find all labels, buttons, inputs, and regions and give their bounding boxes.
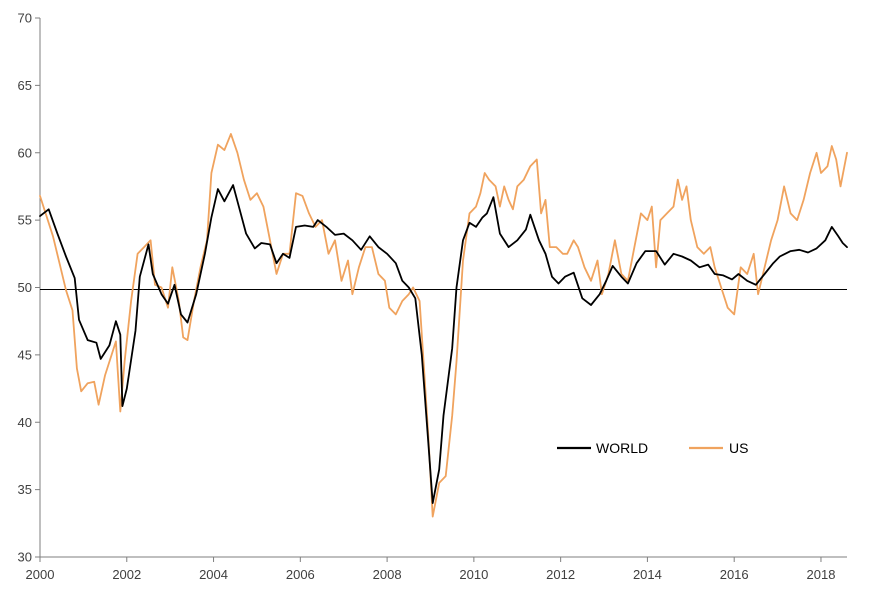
y-tick-label: 50 (18, 280, 32, 295)
x-tick-label: 2018 (807, 567, 836, 582)
series-line-world (39, 184, 848, 504)
legend: WORLD US (557, 440, 748, 456)
x-tick-label: 2004 (199, 567, 228, 582)
y-tick-label: 40 (18, 415, 32, 430)
legend-label-us: US (729, 440, 748, 456)
y-tick-label: 60 (18, 145, 32, 160)
y-tick-label: 65 (18, 78, 32, 93)
y-tick-labels: 30 35 40 45 50 55 60 65 70 (18, 11, 32, 565)
x-tick-label: 2010 (459, 567, 488, 582)
x-tick-label: 2012 (546, 567, 575, 582)
x-tick-label: 2016 (720, 567, 749, 582)
series-line-us (39, 133, 848, 518)
y-tick-label: 30 (18, 550, 32, 565)
y-tick-marks (35, 17, 40, 558)
y-tick-label: 55 (18, 213, 32, 228)
series-lines (39, 133, 848, 518)
y-tick-label: 45 (18, 347, 32, 362)
legend-label-world: WORLD (596, 440, 648, 456)
x-tick-label: 2000 (26, 567, 55, 582)
x-tick-label: 2002 (112, 567, 141, 582)
x-tick-label: 2008 (373, 567, 402, 582)
x-tick-label: 2006 (286, 567, 315, 582)
y-tick-label: 70 (18, 11, 32, 26)
y-tick-label: 35 (18, 482, 32, 497)
x-tick-marks (39, 557, 822, 562)
x-tick-labels: 2000 2002 2004 2006 2008 2010 2012 2014 2016 2018 (26, 567, 836, 582)
y-axis: 30 35 40 45 50 55 60 65 70 (18, 11, 41, 565)
x-tick-label: 2014 (633, 567, 662, 582)
x-axis: 2000 2002 2004 2006 2008 2010 2012 2014 2016 2018 (26, 556, 847, 582)
